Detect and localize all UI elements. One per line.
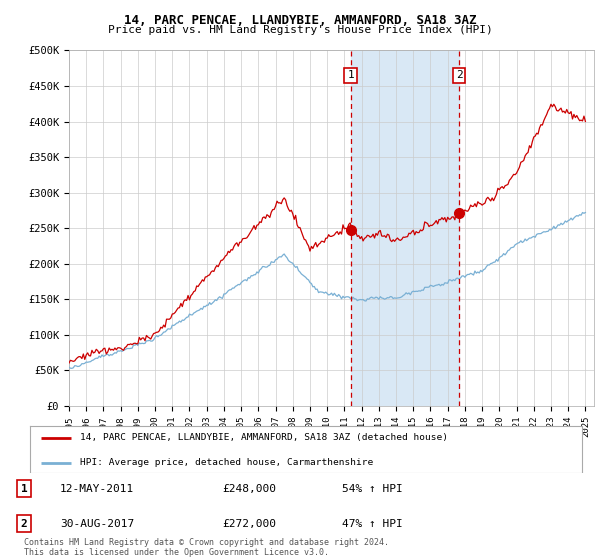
Text: £272,000: £272,000 [222, 519, 276, 529]
Text: 1: 1 [347, 71, 354, 80]
Text: 2: 2 [455, 71, 463, 80]
Text: HPI: Average price, detached house, Carmarthenshire: HPI: Average price, detached house, Carm… [80, 458, 373, 467]
Text: £248,000: £248,000 [222, 484, 276, 493]
Text: 14, PARC PENCAE, LLANDYBIE, AMMANFORD, SA18 3AZ (detached house): 14, PARC PENCAE, LLANDYBIE, AMMANFORD, S… [80, 433, 448, 442]
Text: 30-AUG-2017: 30-AUG-2017 [60, 519, 134, 529]
Text: Price paid vs. HM Land Registry's House Price Index (HPI): Price paid vs. HM Land Registry's House … [107, 25, 493, 35]
Bar [350, 50, 459, 406]
Text: 2: 2 [20, 519, 28, 529]
Text: 47% ↑ HPI: 47% ↑ HPI [342, 519, 403, 529]
Text: 12-MAY-2011: 12-MAY-2011 [60, 484, 134, 493]
Text: 1: 1 [20, 484, 28, 493]
Text: Contains HM Land Registry data © Crown copyright and database right 2024.
This d: Contains HM Land Registry data © Crown c… [24, 538, 389, 557]
Text: 54% ↑ HPI: 54% ↑ HPI [342, 484, 403, 493]
Text: 14, PARC PENCAE, LLANDYBIE, AMMANFORD, SA18 3AZ: 14, PARC PENCAE, LLANDYBIE, AMMANFORD, S… [124, 14, 476, 27]
